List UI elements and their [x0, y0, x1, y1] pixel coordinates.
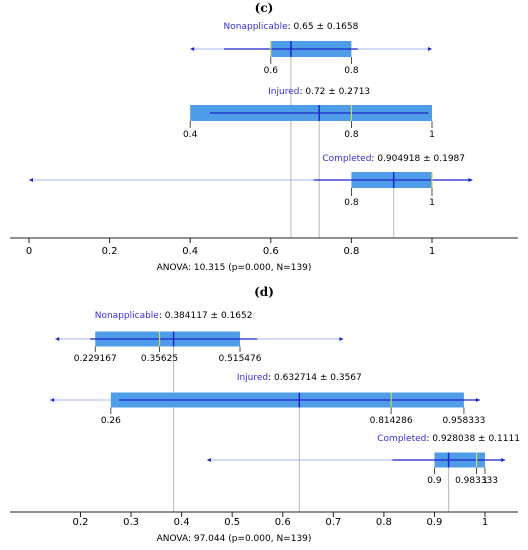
group-mean-sd: : 0.384117 ± 0.1652 [159, 311, 253, 321]
group-nonapplicable: Nonapplicable: 0.65 ± 0.1658 0.6 0.8 [190, 22, 432, 76]
value-label: 1 [482, 476, 488, 486]
group-stat-label: Nonapplicable: 0.384117 ± 0.1652 [95, 311, 253, 321]
value-label: 0.8 [344, 198, 359, 208]
panel-d-chart: (d) 0.2 0.3 0.4 0.5 0.6 0.7 0.8 0.9 1 ANOVA: 97.04… [10, 285, 520, 544]
x-tick-label: 0.3 [123, 517, 139, 528]
group-stat-label: Completed: 0.928038 ± 0.1111 [377, 434, 520, 444]
anova-label: ANOVA: 10.315 (p=0.000, N=139) [157, 263, 312, 273]
panel-label: (d) [254, 285, 274, 299]
group-injured: Injured: 0.632714 ± 0.3567 0.26 0.814286 0.… [50, 373, 485, 426]
value-label: 0.26 [101, 416, 121, 426]
value-label: 0.9 [427, 476, 442, 486]
x-tick-label: 0.2 [102, 246, 118, 257]
x-tick-label: 0.6 [275, 517, 291, 528]
value-label: 0.229167 [74, 354, 117, 364]
range-end-arrow [339, 337, 344, 341]
x-tick-label: 0.4 [174, 517, 190, 528]
value-label: 0.35625 [141, 354, 178, 364]
group-name: Nonapplicable [224, 22, 289, 32]
anova-label: ANOVA: 97.044 (p=0.000, N=139) [157, 534, 312, 544]
value-label: 0.8 [344, 66, 359, 76]
x-tick-label: 0.8 [376, 517, 392, 528]
x-tick-label: 0.9 [426, 517, 442, 528]
group-completed: Completed: 0.904918 ± 0.1987 0.8 1 [29, 154, 473, 208]
group-name: Completed [322, 154, 371, 164]
group-stat-label: Nonapplicable: 0.65 ± 0.1658 [224, 22, 359, 32]
group-name: Injured [237, 373, 268, 383]
panel-c-chart: (c) 0 0.2 0.4 0.6 0.8 1 ANOVA: 10.315 (p=0.000,… [10, 1, 518, 273]
value-label: 0.8 [344, 130, 359, 140]
group-stat-label: Completed: 0.904918 ± 0.1987 [322, 154, 465, 164]
value-label: 0.983333 [455, 476, 498, 486]
x-tick-label: 0.7 [325, 517, 341, 528]
range-start-arrow [29, 178, 33, 182]
group-mean-sd: : 0.65 ± 0.1658 [288, 22, 359, 32]
group-name: Completed [377, 434, 426, 444]
group-nonapplicable: Nonapplicable: 0.384117 ± 0.1652 0.229167… [55, 311, 344, 364]
value-label: 1 [429, 130, 435, 140]
group-name: Nonapplicable [95, 311, 160, 321]
x-tick-label: 1 [429, 246, 435, 257]
group-mean-sd: : 0.632714 ± 0.3567 [268, 373, 362, 383]
value-label: 0.814286 [370, 416, 413, 426]
group-mean-sd: : 0.72 ± 0.2713 [299, 87, 370, 97]
value-label: 0.958333 [442, 416, 485, 426]
x-tick-label: 0.8 [343, 246, 359, 257]
x-tick-label: 0.2 [73, 517, 89, 528]
group-stat-label: Injured: 0.632714 ± 0.3567 [237, 373, 362, 383]
value-label: 0.6 [264, 66, 279, 76]
panel-label: (c) [255, 1, 274, 15]
group-name: Injured [268, 87, 299, 97]
group-mean-sd: : 0.904918 ± 0.1987 [371, 154, 465, 164]
range-start-arrow [50, 398, 55, 402]
range-start-arrow [55, 337, 60, 341]
range-start-arrow [190, 47, 195, 51]
value-label: 0.4 [183, 130, 198, 140]
range-start-arrow [206, 458, 211, 462]
group-mean-sd: : 0.928038 ± 0.1111 [426, 434, 520, 444]
value-label: 1 [429, 198, 435, 208]
x-tick-label: 0.5 [224, 517, 240, 528]
x-tick-label: 0 [26, 246, 32, 257]
x-tick-label: 0.6 [263, 246, 279, 257]
group-injured: Injured: 0.72 ± 0.2713 0.4 0.8 1 [183, 87, 435, 140]
group-stat-label: Injured: 0.72 ± 0.2713 [268, 87, 370, 97]
range-end-arrow [428, 47, 432, 51]
value-label: 0.515476 [219, 354, 262, 364]
x-tick-label: 0.4 [182, 246, 198, 257]
x-tick-label: 1 [482, 517, 488, 528]
